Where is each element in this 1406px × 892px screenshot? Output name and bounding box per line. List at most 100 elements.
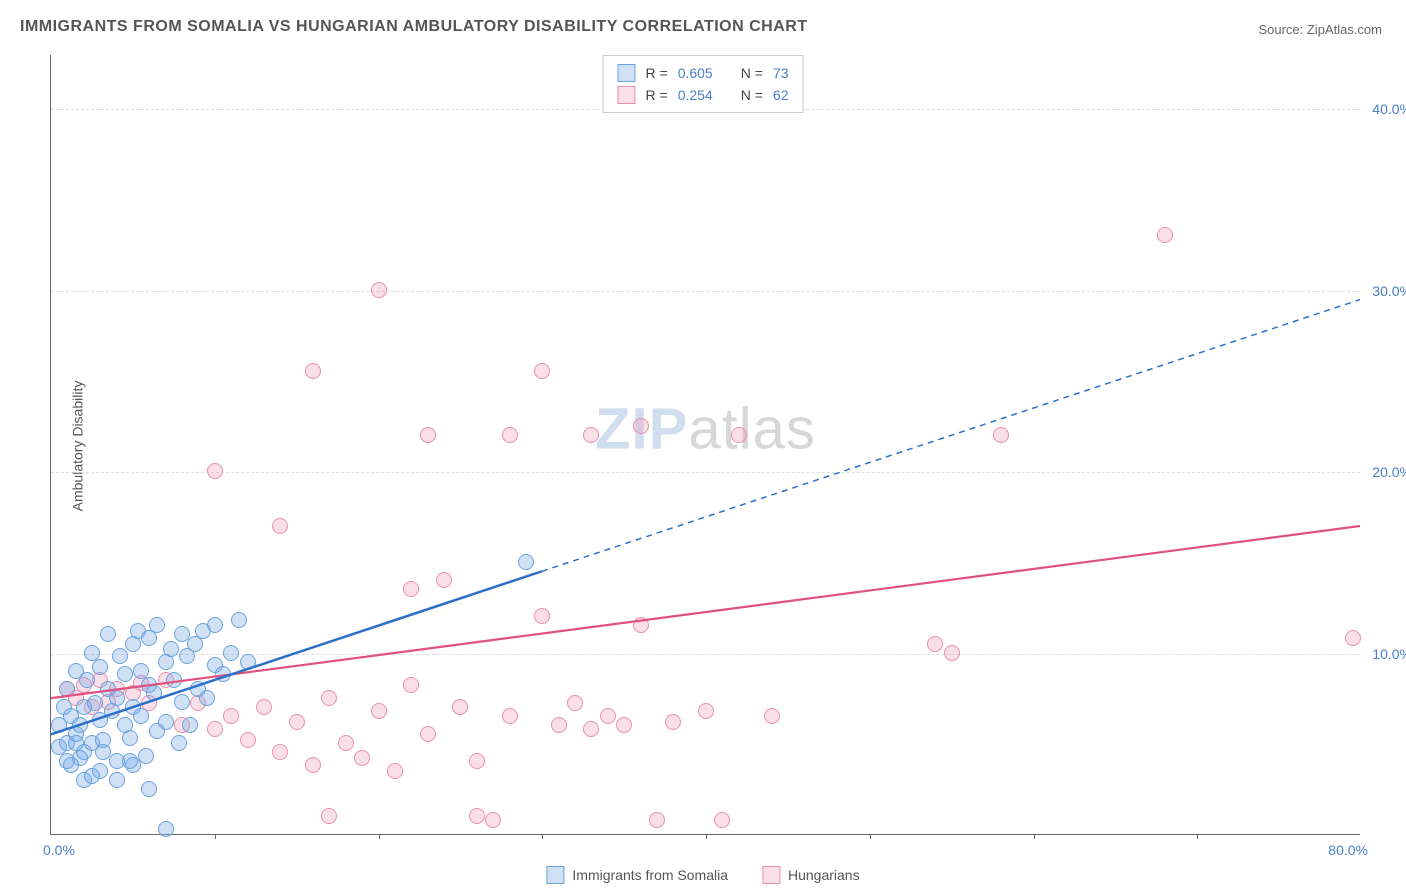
legend-item-pink: Hungarians xyxy=(762,866,860,884)
scatter-point-pink xyxy=(698,703,714,719)
scatter-point-blue xyxy=(146,685,162,701)
scatter-point-pink xyxy=(764,708,780,724)
scatter-point-blue xyxy=(92,659,108,675)
scatter-point-pink xyxy=(600,708,616,724)
gridline-h xyxy=(51,291,1360,292)
scatter-point-blue xyxy=(109,690,125,706)
watermark-atlas: atlas xyxy=(688,396,816,461)
scatter-point-blue xyxy=(117,666,133,682)
n-label: N = xyxy=(741,65,763,81)
scatter-point-pink xyxy=(321,690,337,706)
legend-label-pink: Hungarians xyxy=(788,867,860,883)
scatter-point-pink xyxy=(927,636,943,652)
scatter-point-pink xyxy=(665,714,681,730)
scatter-point-blue xyxy=(84,768,100,784)
legend-swatch-pink xyxy=(618,86,636,104)
scatter-point-pink xyxy=(534,363,550,379)
scatter-point-blue xyxy=(72,717,88,733)
correlation-legend: R = 0.605 N = 73 R = 0.254 N = 62 xyxy=(603,55,804,113)
scatter-point-pink xyxy=(502,708,518,724)
scatter-point-blue xyxy=(141,781,157,797)
scatter-point-pink xyxy=(633,418,649,434)
scatter-point-pink xyxy=(305,757,321,773)
scatter-point-pink xyxy=(944,645,960,661)
legend-label-blue: Immigrants from Somalia xyxy=(572,867,728,883)
scatter-point-blue xyxy=(163,641,179,657)
scatter-point-blue xyxy=(231,612,247,628)
scatter-point-pink xyxy=(207,721,223,737)
scatter-point-pink xyxy=(633,617,649,633)
scatter-point-pink xyxy=(469,808,485,824)
scatter-point-blue xyxy=(59,681,75,697)
xtick xyxy=(1197,834,1198,839)
scatter-point-blue xyxy=(133,708,149,724)
scatter-point-pink xyxy=(714,812,730,828)
scatter-point-pink xyxy=(240,732,256,748)
r-label: R = xyxy=(646,65,668,81)
r-value-pink: 0.254 xyxy=(678,87,713,103)
scatter-point-blue xyxy=(79,672,95,688)
scatter-point-blue xyxy=(171,735,187,751)
scatter-point-pink xyxy=(338,735,354,751)
scatter-point-pink xyxy=(534,608,550,624)
r-value-blue: 0.605 xyxy=(678,65,713,81)
scatter-point-pink xyxy=(567,695,583,711)
chart-title: IMMIGRANTS FROM SOMALIA VS HUNGARIAN AMB… xyxy=(20,18,808,36)
scatter-point-pink xyxy=(485,812,501,828)
x-end-label: 80.0% xyxy=(1328,842,1368,858)
scatter-point-pink xyxy=(583,427,599,443)
scatter-point-blue xyxy=(122,753,138,769)
scatter-point-pink xyxy=(1345,630,1361,646)
legend-swatch-blue xyxy=(618,64,636,82)
scatter-point-blue xyxy=(199,690,215,706)
scatter-point-pink xyxy=(272,518,288,534)
n-value-blue: 73 xyxy=(773,65,789,81)
xtick xyxy=(542,834,543,839)
scatter-point-blue xyxy=(158,821,174,837)
scatter-point-pink xyxy=(371,703,387,719)
n-value-pink: 62 xyxy=(773,87,789,103)
scatter-point-blue xyxy=(109,772,125,788)
scatter-point-blue xyxy=(182,717,198,733)
scatter-point-pink xyxy=(289,714,305,730)
scatter-point-pink xyxy=(993,427,1009,443)
scatter-point-pink xyxy=(420,427,436,443)
scatter-point-pink xyxy=(452,699,468,715)
scatter-point-blue xyxy=(149,617,165,633)
r-label: R = xyxy=(646,87,668,103)
scatter-point-pink xyxy=(207,463,223,479)
legend-row-blue: R = 0.605 N = 73 xyxy=(618,62,789,84)
scatter-point-pink xyxy=(731,427,747,443)
scatter-point-blue xyxy=(166,672,182,688)
xtick xyxy=(379,834,380,839)
scatter-point-pink xyxy=(354,750,370,766)
legend-item-blue: Immigrants from Somalia xyxy=(546,866,728,884)
scatter-point-pink xyxy=(371,282,387,298)
scatter-point-blue xyxy=(174,694,190,710)
scatter-point-blue xyxy=(112,648,128,664)
legend-row-pink: R = 0.254 N = 62 xyxy=(618,84,789,106)
xtick xyxy=(870,834,871,839)
scatter-point-pink xyxy=(305,363,321,379)
n-label: N = xyxy=(741,87,763,103)
scatter-point-pink xyxy=(223,708,239,724)
scatter-point-blue xyxy=(158,714,174,730)
scatter-point-pink xyxy=(551,717,567,733)
scatter-point-pink xyxy=(387,763,403,779)
scatter-chart: ZIPatlas 10.0%20.0%30.0%40.0%0.0%80.0% xyxy=(50,55,1360,835)
scatter-point-pink xyxy=(403,677,419,693)
watermark: ZIPatlas xyxy=(595,395,816,462)
xtick xyxy=(706,834,707,839)
source-prefix: Source: xyxy=(1258,22,1306,37)
scatter-point-blue xyxy=(95,744,111,760)
scatter-point-pink xyxy=(403,581,419,597)
scatter-point-pink xyxy=(469,753,485,769)
scatter-point-pink xyxy=(256,699,272,715)
ytick-label: 30.0% xyxy=(1372,283,1406,299)
ytick-label: 10.0% xyxy=(1372,646,1406,662)
scatter-point-pink xyxy=(1157,227,1173,243)
scatter-point-pink xyxy=(436,572,452,588)
legend-swatch-pink-2 xyxy=(762,866,780,884)
scatter-point-pink xyxy=(616,717,632,733)
scatter-point-pink xyxy=(583,721,599,737)
